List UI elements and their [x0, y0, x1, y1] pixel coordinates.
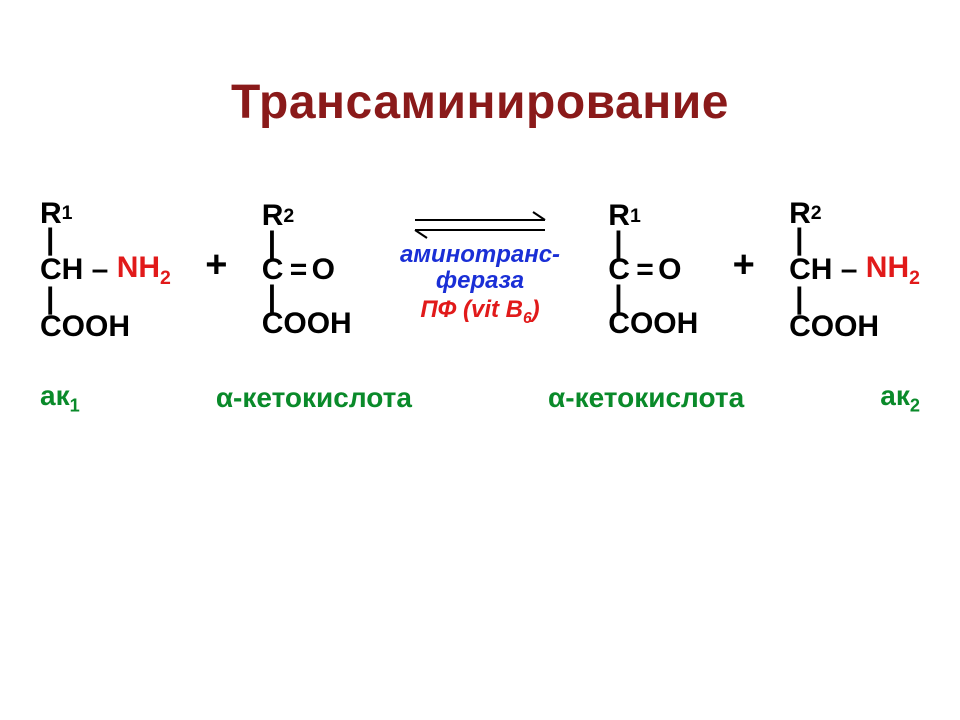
double-bond-icon: =: [630, 254, 658, 286]
bond-icon: |: [614, 232, 622, 255]
m4-nh2: NH2: [866, 252, 920, 288]
m3-r-sub: 1: [630, 206, 641, 226]
single-bond-icon: –: [83, 254, 116, 286]
m3-o: O: [658, 254, 681, 286]
labels-row: ак1 α-кетокислота α-кетокислота ак2: [40, 380, 920, 417]
bond-icon: |: [268, 232, 276, 255]
m4-nh2-base: NH: [866, 251, 909, 284]
m1-r-sub: 1: [62, 203, 73, 223]
m4-cooh: COOH: [789, 311, 879, 343]
single-bond-icon: –: [832, 254, 865, 286]
label-ak2-sub: 2: [910, 396, 920, 416]
m4-r-sub: 2: [811, 203, 822, 223]
bond-icon: |: [46, 229, 54, 252]
m4-ch: CH: [789, 254, 832, 286]
enzyme-name-line2: фераза: [436, 268, 524, 294]
bond-icon: |: [795, 288, 803, 311]
bond-icon: |: [614, 286, 622, 309]
m1-nh2-base: NH: [117, 251, 160, 284]
m1-nh2-sub: 2: [160, 267, 171, 289]
molecule-amino-acid-1: R1 | CH – NH2 | COOH: [40, 198, 171, 342]
plus-sign: +: [727, 244, 761, 287]
cofactor-close: ): [532, 296, 540, 323]
m2-cooh: COOH: [262, 308, 352, 340]
cofactor-label: ПФ (vit B6): [420, 296, 539, 328]
label-keto-2: α-кетокислота: [548, 382, 744, 414]
m4-nh2-sub: 2: [909, 267, 920, 289]
bond-icon: |: [795, 229, 803, 252]
slide: Трансаминирование R1 | CH – NH2 | COOH +…: [0, 0, 960, 720]
label-ak2-base: ак: [880, 380, 910, 411]
reaction-row: R1 | CH – NH2 | COOH + R2 | C = O |: [40, 170, 920, 370]
label-keto-1: α-кетокислота: [216, 382, 412, 414]
equilibrium-arrow-icon: [405, 208, 555, 242]
label-ak1: ак1: [40, 380, 80, 417]
m2-r-sub: 2: [283, 206, 294, 226]
plus-sign: +: [199, 244, 233, 287]
m2-o: O: [312, 254, 335, 286]
m1-ch: CH: [40, 254, 83, 286]
cofactor-sub: 6: [523, 310, 532, 327]
enzyme-block: аминотранс- фераза ПФ (vit B6): [380, 208, 580, 329]
m1-nh2: NH2: [117, 252, 171, 288]
double-bond-icon: =: [283, 254, 311, 286]
label-ak2: ак2: [880, 380, 920, 417]
m3-cooh: COOH: [608, 308, 698, 340]
molecule-amino-acid-2: R2 | CH – NH2 | COOH: [789, 198, 920, 342]
label-ak1-sub: 1: [70, 396, 80, 416]
bond-icon: |: [46, 288, 54, 311]
bond-icon: |: [268, 286, 276, 309]
m1-cooh: COOH: [40, 311, 130, 343]
enzyme-name-line1: аминотранс-: [400, 242, 560, 268]
molecule-keto-acid-1: R2 | C = O | COOH: [262, 200, 352, 340]
molecule-keto-acid-2: R1 | C = O | COOH: [608, 200, 698, 340]
page-title: Трансаминирование: [0, 75, 960, 130]
label-ak1-base: ак: [40, 380, 70, 411]
cofactor-pf: ПФ (vit B: [420, 296, 523, 323]
